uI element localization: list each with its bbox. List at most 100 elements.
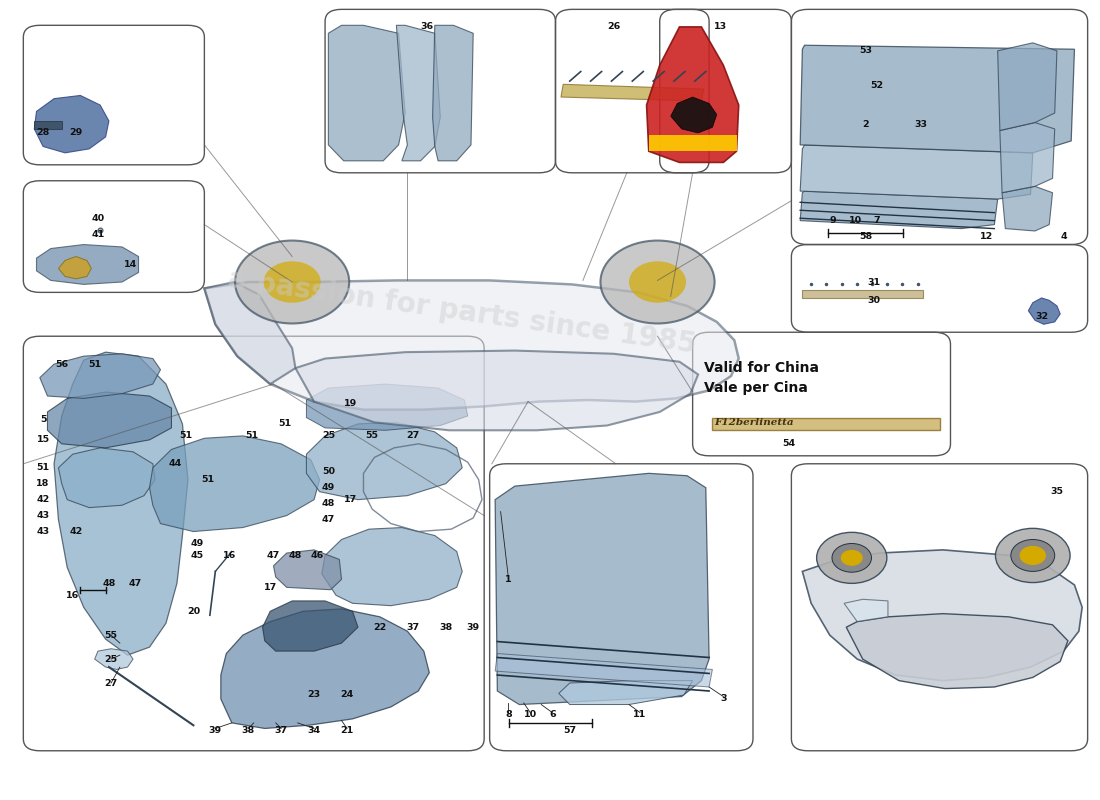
Text: 32: 32 — [1035, 312, 1048, 321]
Text: 39: 39 — [209, 726, 222, 735]
Text: 22: 22 — [373, 622, 386, 632]
Circle shape — [1011, 539, 1055, 571]
Text: 10: 10 — [848, 216, 861, 225]
Circle shape — [996, 528, 1070, 582]
Text: 51: 51 — [245, 431, 258, 440]
Text: a passion for parts since 1985: a passion for parts since 1985 — [227, 266, 698, 359]
Polygon shape — [561, 84, 704, 101]
Text: 23: 23 — [308, 690, 321, 699]
Polygon shape — [221, 609, 429, 729]
Text: 8: 8 — [505, 710, 512, 719]
Polygon shape — [58, 257, 91, 279]
Text: 12: 12 — [980, 232, 993, 241]
Polygon shape — [54, 352, 188, 655]
Polygon shape — [34, 95, 109, 153]
Polygon shape — [802, 290, 923, 298]
Polygon shape — [47, 392, 172, 448]
Polygon shape — [307, 384, 468, 430]
Text: 42: 42 — [36, 495, 50, 504]
Circle shape — [840, 550, 862, 566]
Polygon shape — [800, 145, 1033, 199]
Text: 45: 45 — [190, 551, 204, 560]
Polygon shape — [150, 436, 320, 531]
Text: 21: 21 — [340, 726, 353, 735]
Text: 48: 48 — [321, 499, 336, 508]
Polygon shape — [205, 281, 739, 410]
Polygon shape — [713, 418, 939, 430]
Text: 40: 40 — [91, 214, 104, 222]
Text: 25: 25 — [104, 654, 118, 663]
Text: 49: 49 — [190, 539, 204, 548]
Polygon shape — [846, 614, 1068, 689]
Text: 13: 13 — [714, 22, 727, 31]
Polygon shape — [205, 282, 296, 384]
Text: F12berlinetta: F12berlinetta — [715, 418, 794, 427]
Text: 19: 19 — [343, 399, 356, 409]
Text: 47: 47 — [129, 579, 142, 588]
Polygon shape — [1002, 186, 1053, 231]
Text: 51: 51 — [201, 475, 214, 484]
Text: 24: 24 — [340, 690, 353, 699]
Text: 55: 55 — [104, 630, 118, 640]
Text: 42: 42 — [69, 527, 82, 536]
Text: 16: 16 — [66, 591, 79, 600]
Text: 29: 29 — [69, 129, 82, 138]
Text: 53: 53 — [859, 46, 872, 55]
Circle shape — [1020, 546, 1046, 565]
Polygon shape — [36, 245, 139, 285]
Circle shape — [235, 241, 349, 323]
Text: 50: 50 — [322, 467, 334, 476]
Polygon shape — [329, 26, 405, 161]
Text: 58: 58 — [859, 232, 872, 241]
Text: 49: 49 — [321, 483, 336, 492]
Polygon shape — [844, 599, 888, 622]
Polygon shape — [1028, 298, 1060, 324]
Text: 6: 6 — [549, 710, 556, 719]
Polygon shape — [671, 97, 717, 133]
Circle shape — [601, 241, 715, 323]
Text: 33: 33 — [914, 121, 927, 130]
Polygon shape — [495, 474, 710, 705]
Text: 35: 35 — [1050, 487, 1064, 496]
Polygon shape — [559, 681, 693, 705]
Polygon shape — [432, 26, 473, 161]
Text: 41: 41 — [91, 230, 104, 238]
Polygon shape — [998, 43, 1057, 130]
Text: 38: 38 — [242, 726, 255, 735]
Polygon shape — [307, 422, 462, 500]
Text: 43: 43 — [36, 511, 50, 520]
Text: 2: 2 — [862, 121, 869, 130]
Text: 54: 54 — [782, 439, 795, 448]
Text: 38: 38 — [439, 622, 452, 632]
Text: 16: 16 — [223, 551, 236, 560]
Text: 51: 51 — [278, 419, 292, 429]
Text: 48: 48 — [289, 551, 302, 560]
Text: 51: 51 — [179, 431, 192, 440]
Text: 14: 14 — [124, 260, 138, 269]
Circle shape — [264, 262, 321, 302]
Polygon shape — [34, 121, 62, 129]
Text: 51: 51 — [36, 463, 50, 472]
Text: 17: 17 — [264, 583, 277, 592]
Text: 27: 27 — [104, 678, 118, 687]
Text: 20: 20 — [187, 606, 200, 616]
Text: 7: 7 — [873, 216, 880, 225]
Circle shape — [816, 532, 887, 583]
Text: 48: 48 — [102, 579, 116, 588]
Text: 47: 47 — [321, 515, 336, 524]
Polygon shape — [396, 26, 440, 161]
Text: 57: 57 — [563, 726, 576, 735]
Polygon shape — [1000, 122, 1055, 193]
Text: 9: 9 — [829, 216, 836, 225]
Text: 31: 31 — [867, 278, 880, 286]
Circle shape — [832, 543, 871, 572]
Text: 52: 52 — [870, 81, 883, 90]
Text: 25: 25 — [322, 431, 334, 440]
Text: 27: 27 — [406, 431, 419, 440]
Polygon shape — [322, 527, 462, 606]
Text: 5: 5 — [40, 415, 46, 425]
Text: 47: 47 — [267, 551, 280, 560]
Text: 28: 28 — [36, 129, 50, 138]
Text: 44: 44 — [168, 459, 182, 468]
Text: 43: 43 — [36, 527, 50, 536]
